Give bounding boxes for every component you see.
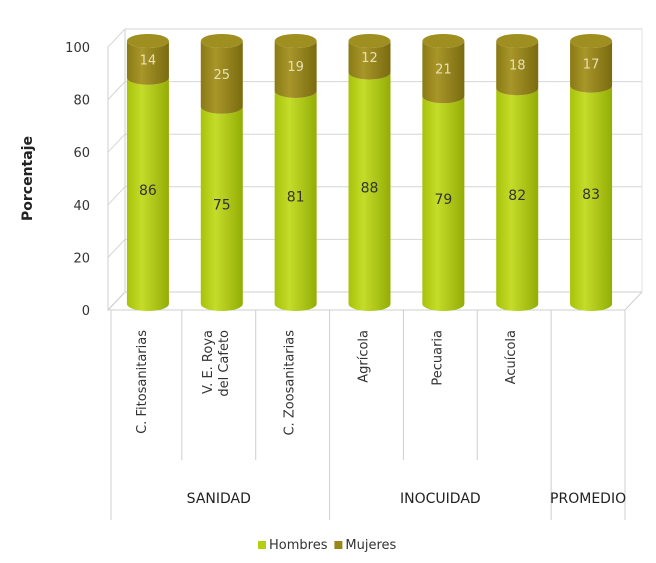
- data-label-hombres: 79: [434, 192, 452, 208]
- category-label: Agrícola: [357, 330, 372, 383]
- data-label-hombres: 88: [361, 180, 379, 196]
- gridline-diag: [107, 28, 126, 48]
- gridline-diag: [107, 81, 126, 100]
- bar-segment-mujeres: [126, 41, 169, 85]
- data-label-mujeres: 18: [509, 59, 526, 74]
- y-tick-label: 80: [73, 94, 90, 109]
- legend-label: Mujeres: [345, 538, 396, 553]
- bar-segment-hombres: [496, 88, 539, 311]
- gridline-diag: [107, 133, 126, 153]
- bar-segment-hombres: [200, 106, 243, 311]
- y-tick-label: 60: [73, 146, 90, 161]
- bar-segment-hombres: [274, 90, 317, 311]
- legend-swatch: [258, 541, 266, 549]
- data-label-hombres: 86: [139, 183, 157, 199]
- legend-label: Hombres: [269, 538, 328, 553]
- bar-top-cap: [200, 34, 243, 48]
- data-label-mujeres: 14: [140, 53, 157, 68]
- category-label: V. E. Roya: [201, 330, 216, 394]
- data-label-mujeres: 19: [287, 60, 304, 75]
- data-label-mujeres: 12: [361, 51, 378, 66]
- bar-segment-hombres: [422, 96, 465, 311]
- data-label-hombres: 83: [582, 187, 600, 203]
- bar-segment-mujeres: [496, 41, 539, 96]
- bar-top-cap: [496, 34, 539, 48]
- data-label-mujeres: 17: [583, 57, 600, 72]
- bar-segment-mujeres: [274, 41, 317, 98]
- data-label-mujeres: 25: [214, 68, 231, 83]
- data-label-mujeres: 21: [435, 63, 452, 78]
- y-tick-label: 40: [73, 199, 90, 214]
- category-label: C. Fitosanitarias: [135, 330, 150, 434]
- gridline-diag: [107, 239, 126, 258]
- gridline-diag: [107, 186, 126, 206]
- data-label-hombres: 75: [213, 197, 231, 213]
- bar-top-cap: [126, 34, 169, 48]
- axes: 0 20 40 60 80 100 Porcentaje: [20, 29, 644, 319]
- bar-segment-mujeres: [570, 41, 613, 93]
- bar-top-cap: [570, 34, 613, 48]
- category-label: Pecuaria: [430, 330, 445, 386]
- category-label: del Cafeto: [217, 330, 232, 397]
- bar-segment-mujeres: [422, 41, 465, 104]
- group-label: INOCUIDAD: [400, 491, 481, 507]
- y-tick-label: 0: [82, 304, 90, 319]
- bars: 86 14 75 25 81 19 88 12 79 21 82 18 83 17: [126, 34, 613, 312]
- category-label: C. Zoosanitarias: [283, 330, 298, 436]
- bar-segment-mujeres: [348, 41, 391, 80]
- legend-swatch: [334, 541, 343, 549]
- data-label-hombres: 81: [287, 189, 305, 205]
- bar-segment-hombres: [570, 85, 613, 312]
- group-label: PROMEDIO: [550, 491, 626, 507]
- y-tick-label: 20: [73, 251, 90, 266]
- y-tick-label: 100: [65, 41, 90, 56]
- category-labels: C. Fitosanitarias V. E. Roya del Cafeto C. …: [110, 310, 626, 520]
- bar-top-cap: [422, 34, 465, 48]
- data-label-hombres: 82: [508, 188, 526, 204]
- bar-top-cap: [348, 34, 391, 48]
- bar-segment-hombres: [126, 77, 169, 311]
- y-axis-label: Porcentaje: [20, 136, 36, 221]
- bar-top-cap: [274, 34, 317, 48]
- bar-segment-hombres: [348, 72, 391, 311]
- category-label: Acuícola: [504, 330, 519, 384]
- bar-segment-mujeres: [200, 41, 243, 114]
- group-label: SANIDAD: [187, 491, 251, 507]
- legend: Hombres Mujeres: [258, 538, 397, 553]
